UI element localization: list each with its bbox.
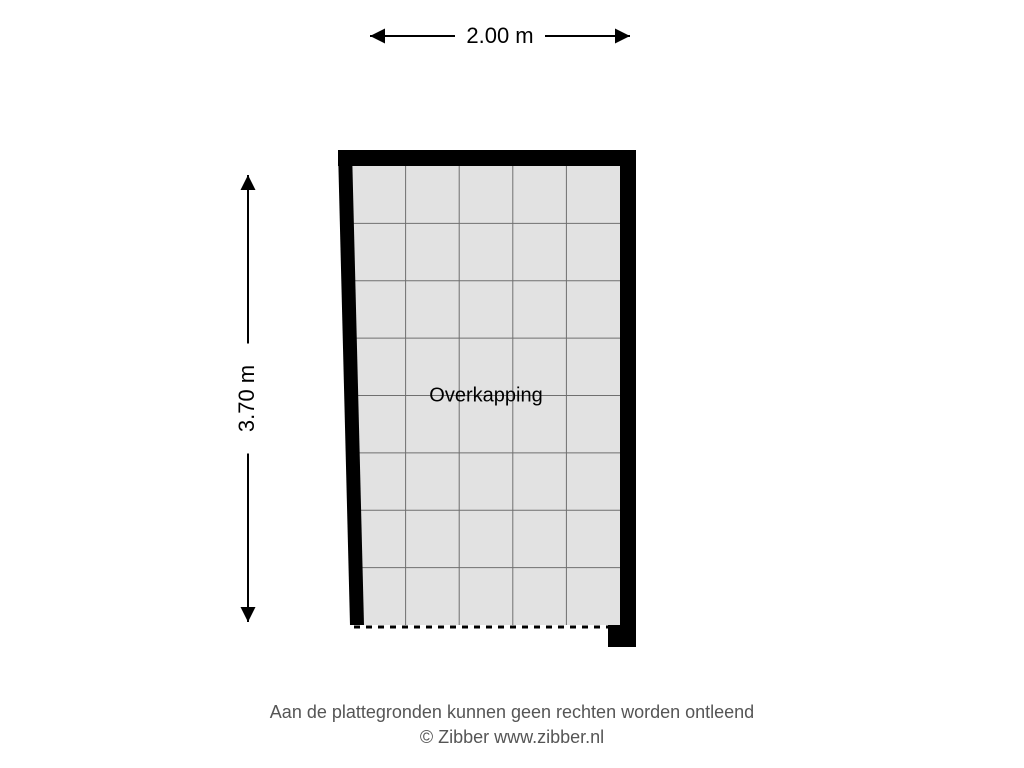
copyright-text: © Zibber www.zibber.nl	[0, 725, 1024, 750]
footer: Aan de plattegronden kunnen geen rechten…	[0, 700, 1024, 750]
dimension-width: 2.00 m	[370, 23, 630, 48]
room-label: Overkapping	[429, 385, 542, 407]
disclaimer-text: Aan de plattegronden kunnen geen rechten…	[0, 700, 1024, 725]
dimension-height: 3.70 m	[234, 175, 259, 622]
floorplan-page: Overkapping 2.00 m 3.70 m Aan de platteg…	[0, 0, 1024, 768]
dimension-height-label: 3.70 m	[234, 365, 259, 432]
dimension-width-label: 2.00 m	[466, 23, 533, 48]
floorplan-svg: Overkapping 2.00 m 3.70 m	[0, 0, 1024, 768]
